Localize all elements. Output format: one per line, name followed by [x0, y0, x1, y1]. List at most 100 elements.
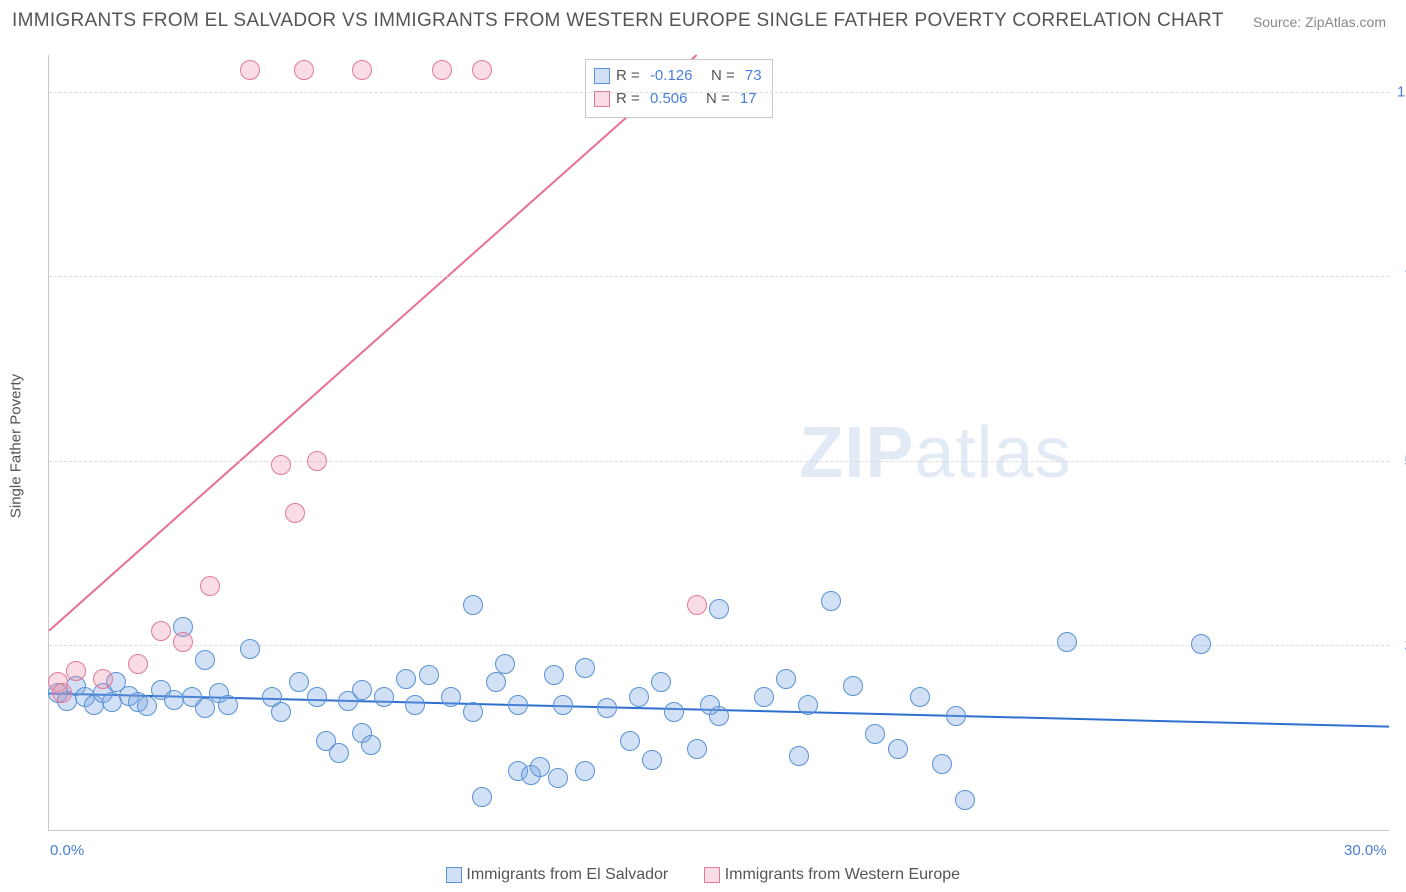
data-point-el_salvador [405, 695, 425, 715]
data-point-western_europe [66, 661, 86, 681]
data-point-el_salvador [1191, 634, 1211, 654]
legend-r-value: -0.126 [650, 64, 693, 87]
legend-n-label: N = [693, 87, 733, 110]
data-point-western_europe [307, 451, 327, 471]
x-tick-max: 30.0% [1344, 842, 1387, 859]
data-point-el_salvador [307, 687, 327, 707]
y-tick-label: 25.0% [1397, 637, 1406, 654]
gridline [49, 461, 1389, 462]
data-point-el_salvador [544, 665, 564, 685]
data-point-el_salvador [664, 702, 684, 722]
data-point-western_europe [240, 60, 260, 80]
y-tick-label: 100.0% [1397, 83, 1406, 100]
data-point-el_salvador [620, 731, 640, 751]
plot-area: ZIPatlas R = -0.126 N = 73R = 0.506 N = … [48, 55, 1389, 831]
trend-line-western_europe [49, 55, 697, 631]
data-point-el_salvador [597, 698, 617, 718]
chart-title: IMMIGRANTS FROM EL SALVADOR VS IMMIGRANT… [12, 10, 1224, 32]
data-point-el_salvador [776, 669, 796, 689]
y-tick-label: 50.0% [1397, 452, 1406, 469]
data-point-el_salvador [271, 702, 291, 722]
data-point-el_salvador [472, 787, 492, 807]
data-point-western_europe [52, 683, 72, 703]
legend-row-el_salvador: R = -0.126 N = 73 [594, 64, 762, 87]
data-point-el_salvador [548, 768, 568, 788]
data-point-western_europe [151, 621, 171, 641]
data-point-el_salvador [553, 695, 573, 715]
data-point-el_salvador [218, 695, 238, 715]
data-point-el_salvador [164, 690, 184, 710]
gridline [49, 92, 1389, 93]
x-tick-min: 0.0% [50, 842, 84, 859]
data-point-el_salvador [530, 757, 550, 777]
data-point-el_salvador [754, 687, 774, 707]
data-point-el_salvador [463, 595, 483, 615]
data-point-el_salvador [789, 746, 809, 766]
gridline [49, 276, 1389, 277]
data-point-western_europe [687, 595, 707, 615]
data-point-western_europe [271, 455, 291, 475]
data-point-el_salvador [374, 687, 394, 707]
y-tick-label: 75.0% [1397, 268, 1406, 285]
watermark-zip: ZIP [799, 413, 914, 493]
legend-item-el_salvador: Immigrants from El Salvador [446, 866, 668, 883]
data-point-el_salvador [137, 696, 157, 716]
data-point-el_salvador [361, 735, 381, 755]
data-point-el_salvador [910, 687, 930, 707]
data-point-el_salvador [888, 739, 908, 759]
data-point-el_salvador [575, 761, 595, 781]
data-point-western_europe [285, 503, 305, 523]
data-point-el_salvador [396, 669, 416, 689]
source-label: Source: ZipAtlas.com [1253, 14, 1386, 30]
data-point-el_salvador [419, 665, 439, 685]
data-point-el_salvador [289, 672, 309, 692]
data-point-el_salvador [575, 658, 595, 678]
legend-n-value: 17 [740, 87, 757, 110]
data-point-el_salvador [352, 680, 372, 700]
data-point-western_europe [200, 576, 220, 596]
data-point-western_europe [472, 60, 492, 80]
data-point-el_salvador [932, 754, 952, 774]
legend-n-value: 73 [745, 64, 762, 87]
data-point-el_salvador [642, 750, 662, 770]
data-point-el_salvador [329, 743, 349, 763]
legend-r-label: R = [616, 87, 644, 110]
data-point-el_salvador [486, 672, 506, 692]
legend-row-western_europe: R = 0.506 N = 17 [594, 87, 762, 110]
legend-n-label: N = [698, 64, 738, 87]
data-point-el_salvador [709, 599, 729, 619]
data-point-el_salvador [195, 650, 215, 670]
data-point-western_europe [93, 669, 113, 689]
data-point-el_salvador [240, 639, 260, 659]
legend-item-western_europe: Immigrants from Western Europe [704, 866, 960, 883]
data-point-el_salvador [946, 706, 966, 726]
data-point-el_salvador [709, 706, 729, 726]
data-point-el_salvador [495, 654, 515, 674]
legend-r-value: 0.506 [650, 87, 688, 110]
data-point-el_salvador [798, 695, 818, 715]
watermark: ZIPatlas [799, 412, 1071, 494]
data-point-el_salvador [865, 724, 885, 744]
legend-label: Immigrants from Western Europe [725, 866, 960, 883]
legend-swatch [704, 867, 720, 883]
data-point-el_salvador [651, 672, 671, 692]
data-point-western_europe [352, 60, 372, 80]
data-point-el_salvador [1057, 632, 1077, 652]
data-point-el_salvador [955, 790, 975, 810]
legend-swatch [446, 867, 462, 883]
data-point-el_salvador [508, 695, 528, 715]
data-point-el_salvador [687, 739, 707, 759]
data-point-el_salvador [821, 591, 841, 611]
legend-swatch [594, 68, 610, 84]
legend-swatch [594, 91, 610, 107]
data-point-western_europe [432, 60, 452, 80]
data-point-el_salvador [629, 687, 649, 707]
series-legend: Immigrants from El Salvador Immigrants f… [0, 866, 1406, 884]
data-point-western_europe [128, 654, 148, 674]
data-point-western_europe [294, 60, 314, 80]
data-point-el_salvador [441, 687, 461, 707]
data-point-el_salvador [463, 702, 483, 722]
watermark-atlas: atlas [914, 413, 1071, 493]
correlation-legend: R = -0.126 N = 73R = 0.506 N = 17 [585, 59, 773, 118]
legend-r-label: R = [616, 64, 644, 87]
